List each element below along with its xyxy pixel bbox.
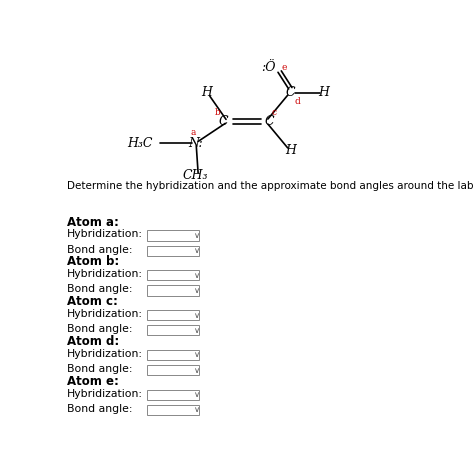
Text: b: b — [214, 108, 220, 117]
Text: c: c — [272, 108, 277, 117]
Text: Hybridization:: Hybridization: — [66, 309, 143, 319]
FancyBboxPatch shape — [147, 390, 199, 400]
Text: ∨: ∨ — [194, 326, 200, 335]
Text: ∨: ∨ — [194, 246, 200, 255]
Text: H: H — [319, 86, 329, 99]
FancyBboxPatch shape — [147, 270, 199, 281]
Text: a: a — [191, 128, 196, 137]
Text: Atom b:: Atom b: — [66, 256, 119, 268]
Text: C: C — [265, 115, 274, 128]
Text: Hybridization:: Hybridization: — [66, 269, 143, 279]
Text: ∨: ∨ — [194, 390, 200, 400]
FancyBboxPatch shape — [147, 230, 199, 241]
Text: C: C — [286, 86, 295, 99]
Text: Determine the hybridization and the approximate bond angles around the labeled a: Determine the hybridization and the appr… — [66, 181, 474, 191]
FancyBboxPatch shape — [147, 310, 199, 320]
Text: C: C — [219, 115, 228, 128]
Text: H: H — [201, 86, 211, 99]
Text: Bond angle:: Bond angle: — [66, 244, 132, 255]
Text: Bond angle:: Bond angle: — [66, 364, 132, 374]
FancyBboxPatch shape — [147, 350, 199, 360]
Text: Atom a:: Atom a: — [66, 216, 118, 228]
Text: d: d — [294, 97, 300, 106]
Text: CH₃: CH₃ — [182, 169, 208, 182]
Text: Bond angle:: Bond angle: — [66, 284, 132, 294]
Text: ∨: ∨ — [194, 231, 200, 240]
Text: Bond angle:: Bond angle: — [66, 404, 132, 414]
Text: :Ö: :Ö — [262, 61, 276, 74]
FancyBboxPatch shape — [147, 405, 199, 415]
FancyBboxPatch shape — [147, 285, 199, 296]
Text: Atom c:: Atom c: — [66, 295, 118, 308]
FancyBboxPatch shape — [147, 365, 199, 375]
Text: H: H — [285, 144, 296, 157]
Text: Atom d:: Atom d: — [66, 335, 119, 348]
Text: Hybridization:: Hybridization: — [66, 349, 143, 359]
Text: ∨: ∨ — [194, 286, 200, 295]
FancyBboxPatch shape — [147, 246, 199, 256]
Text: e: e — [282, 63, 287, 72]
Text: ∨: ∨ — [194, 311, 200, 320]
Text: ∨: ∨ — [194, 406, 200, 415]
FancyBboxPatch shape — [147, 325, 199, 336]
Text: Hybridization:: Hybridization: — [66, 389, 143, 399]
Text: Bond angle:: Bond angle: — [66, 324, 132, 334]
Text: Atom e:: Atom e: — [66, 375, 118, 388]
Text: ∨: ∨ — [194, 271, 200, 280]
Text: N:: N: — [188, 137, 202, 150]
Text: ∨: ∨ — [194, 366, 200, 375]
Text: ∨: ∨ — [194, 351, 200, 360]
Text: H₃C: H₃C — [128, 137, 153, 150]
Text: Hybridization:: Hybridization: — [66, 229, 143, 239]
